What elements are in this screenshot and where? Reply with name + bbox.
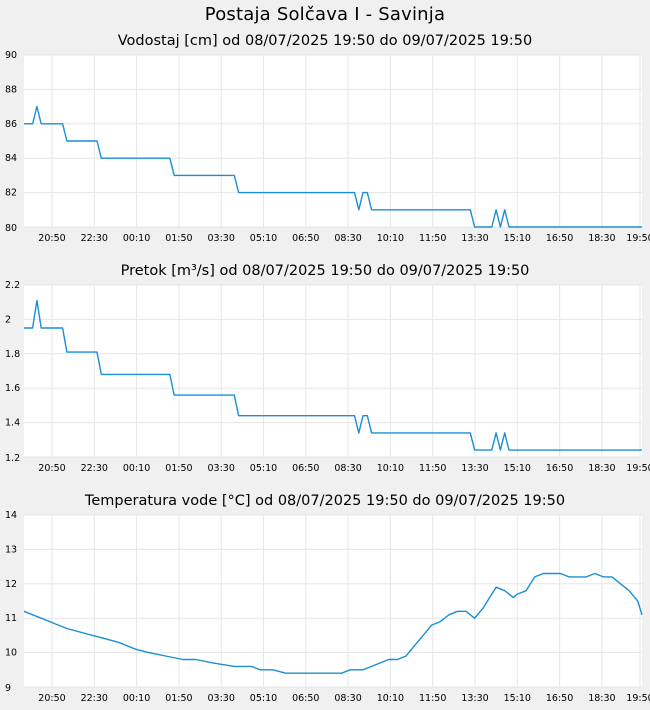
x-tick-label: 00:10 xyxy=(123,463,150,474)
x-tick-label: 13:30 xyxy=(461,233,488,244)
x-tick-label: 18:30 xyxy=(588,693,615,704)
x-tick-label: 18:30 xyxy=(588,233,615,244)
y-tick-label: 1.8 xyxy=(5,349,20,360)
x-tick-label: 00:10 xyxy=(123,233,150,244)
x-tick-label: 20:50 xyxy=(38,693,65,704)
y-tick-label: 90 xyxy=(5,50,17,61)
y-tick-label: 9 xyxy=(5,683,11,694)
x-tick-label: 15:10 xyxy=(504,233,531,244)
y-tick-label: 2.2 xyxy=(5,280,20,291)
x-tick-label: 13:30 xyxy=(461,463,488,474)
x-tick-label: 00:10 xyxy=(123,693,150,704)
x-tick-label: 05:10 xyxy=(250,693,277,704)
x-tick-label: 06:50 xyxy=(292,693,319,704)
plot-area xyxy=(24,285,642,457)
y-tick-label: 1.6 xyxy=(5,383,20,394)
x-tick-label: 22:30 xyxy=(81,463,108,474)
chart-title: Temperatura vode [°C] od 08/07/2025 19:5… xyxy=(84,493,565,509)
x-tick-label: 13:30 xyxy=(461,693,488,704)
x-tick-label: 10:10 xyxy=(377,233,404,244)
x-tick-label: 22:30 xyxy=(81,693,108,704)
y-tick-label: 14 xyxy=(5,510,17,521)
series-line xyxy=(24,299,642,451)
x-tick-label: 16:50 xyxy=(546,233,573,244)
chart-title: Pretok [m³/s] od 08/07/2025 19:50 do 09/… xyxy=(121,263,530,279)
x-tick-label: 20:50 xyxy=(38,233,65,244)
x-tick-label: 19:50 xyxy=(626,693,650,704)
plot-area xyxy=(24,515,642,687)
x-tick-label: 20:50 xyxy=(38,463,65,474)
x-tick-label: 19:50 xyxy=(626,463,650,474)
y-tick-label: 2 xyxy=(5,314,11,325)
chart-title: Vodostaj [cm] od 08/07/2025 19:50 do 09/… xyxy=(118,33,532,49)
x-tick-label: 15:10 xyxy=(504,693,531,704)
y-tick-label: 86 xyxy=(5,119,17,130)
x-tick-label: 06:50 xyxy=(292,233,319,244)
x-tick-label: 06:50 xyxy=(292,463,319,474)
x-tick-label: 01:50 xyxy=(165,463,192,474)
y-tick-label: 13 xyxy=(5,544,17,555)
y-tick-label: 84 xyxy=(5,153,17,164)
y-tick-label: 11 xyxy=(5,613,17,624)
x-tick-label: 15:10 xyxy=(504,463,531,474)
y-tick-label: 88 xyxy=(5,84,17,95)
x-tick-label: 05:10 xyxy=(250,463,277,474)
y-tick-label: 1.2 xyxy=(5,453,20,464)
x-tick-label: 11:50 xyxy=(419,233,446,244)
series-line xyxy=(23,572,643,674)
x-tick-label: 03:30 xyxy=(208,233,235,244)
page-title: Postaja Solčava I - Savinja xyxy=(204,4,446,25)
series-line xyxy=(24,105,642,228)
y-tick-label: 10 xyxy=(5,648,17,659)
x-tick-label: 22:30 xyxy=(81,233,108,244)
x-tick-label: 10:10 xyxy=(377,463,404,474)
x-tick-label: 08:30 xyxy=(334,463,361,474)
x-tick-label: 01:50 xyxy=(165,233,192,244)
x-tick-label: 08:30 xyxy=(334,693,361,704)
y-tick-label: 82 xyxy=(5,188,17,199)
x-tick-label: 01:50 xyxy=(165,693,192,704)
x-tick-label: 19:50 xyxy=(626,233,650,244)
y-tick-label: 12 xyxy=(5,579,17,590)
y-tick-label: 1.4 xyxy=(5,418,20,429)
x-tick-label: 10:10 xyxy=(377,693,404,704)
x-tick-label: 18:30 xyxy=(588,463,615,474)
x-tick-label: 05:10 xyxy=(250,233,277,244)
x-tick-label: 08:30 xyxy=(334,233,361,244)
x-tick-label: 03:30 xyxy=(208,463,235,474)
x-tick-label: 11:50 xyxy=(419,463,446,474)
x-tick-label: 11:50 xyxy=(419,693,446,704)
x-tick-label: 16:50 xyxy=(546,463,573,474)
y-tick-label: 80 xyxy=(5,223,17,234)
x-tick-label: 16:50 xyxy=(546,693,573,704)
plot-area xyxy=(24,55,642,227)
x-tick-label: 03:30 xyxy=(208,693,235,704)
